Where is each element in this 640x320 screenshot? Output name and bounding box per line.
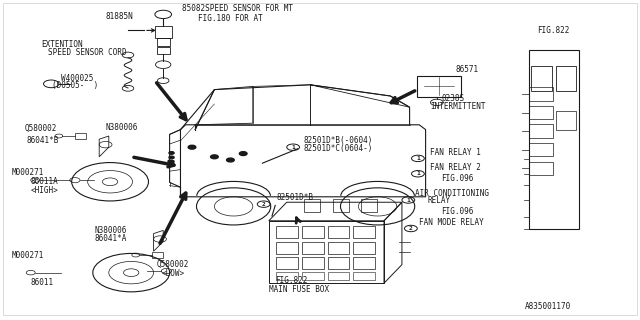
Text: FIG.822: FIG.822 (538, 26, 570, 35)
Circle shape (227, 158, 234, 162)
Bar (328, 272, 349, 280)
Text: 2: 2 (409, 226, 413, 231)
Text: 85082SPEED SENSOR FOR MT: 85082SPEED SENSOR FOR MT (182, 4, 293, 13)
Text: 1: 1 (416, 156, 420, 161)
Bar (362, 199, 378, 212)
Text: <LOW>: <LOW> (161, 269, 184, 278)
Circle shape (239, 152, 247, 156)
Circle shape (169, 152, 174, 154)
Bar (353, 257, 375, 269)
Bar (276, 226, 298, 238)
Bar (157, 47, 170, 54)
Bar (529, 87, 553, 101)
Text: M000271: M000271 (12, 251, 44, 260)
Text: FIG.096: FIG.096 (442, 174, 474, 183)
Bar (276, 257, 298, 269)
Text: 86011A: 86011A (31, 177, 58, 186)
Text: AIR CONDITIONING: AIR CONDITIONING (415, 189, 489, 198)
Bar (531, 66, 552, 91)
Text: RELAY: RELAY (428, 196, 451, 205)
Bar (302, 226, 324, 238)
Bar (328, 226, 349, 238)
Text: 1: 1 (291, 145, 295, 150)
Bar (75, 133, 86, 139)
Text: 82501D*C(0604-): 82501D*C(0604-) (304, 144, 373, 153)
Bar (157, 38, 170, 46)
Bar (155, 26, 172, 38)
Text: 86571: 86571 (456, 65, 479, 74)
Text: 81885N: 81885N (106, 12, 133, 21)
Bar (529, 106, 553, 119)
Text: (D0505-  ): (D0505- ) (52, 81, 99, 90)
Text: SPEED SENSOR CORD: SPEED SENSOR CORD (48, 48, 127, 57)
Text: FAN RELAY 2: FAN RELAY 2 (430, 163, 481, 172)
Text: 0238S: 0238S (442, 94, 465, 103)
Bar (276, 272, 298, 280)
Bar (529, 143, 553, 156)
Text: FAN MODE RELAY: FAN MODE RELAY (419, 218, 484, 227)
Text: FIG.822: FIG.822 (275, 276, 308, 285)
Bar (529, 162, 553, 175)
Text: 82501D*B(-0604): 82501D*B(-0604) (304, 136, 373, 145)
Bar (556, 66, 576, 91)
Text: 86041*A: 86041*A (95, 234, 127, 243)
Text: N380006: N380006 (95, 226, 127, 235)
Text: M000271: M000271 (12, 168, 44, 177)
Bar (304, 199, 320, 212)
Bar (152, 252, 163, 258)
Text: 1: 1 (406, 197, 410, 203)
Text: Q580002: Q580002 (157, 260, 189, 269)
Text: 2: 2 (262, 202, 266, 207)
Text: INTERMITTENT: INTERMITTENT (430, 102, 486, 111)
Text: Q580002: Q580002 (24, 124, 57, 132)
Circle shape (169, 160, 174, 163)
Text: FIG.180 FOR AT: FIG.180 FOR AT (198, 14, 263, 23)
Bar (276, 242, 298, 254)
Circle shape (188, 145, 196, 149)
Text: FIG.096: FIG.096 (442, 207, 474, 216)
Text: MAIN FUSE BOX: MAIN FUSE BOX (269, 285, 329, 294)
Circle shape (211, 155, 218, 159)
Bar (353, 272, 375, 280)
Bar (353, 226, 375, 238)
Bar (556, 111, 576, 130)
Text: A835001170: A835001170 (525, 302, 571, 311)
Bar (353, 242, 375, 254)
Text: 86041*B: 86041*B (27, 136, 60, 145)
Bar (529, 124, 553, 138)
Circle shape (169, 156, 174, 159)
Bar (269, 221, 384, 283)
Text: 86011: 86011 (31, 278, 54, 287)
Bar (302, 272, 324, 280)
Bar (333, 199, 349, 212)
Bar (302, 242, 324, 254)
Text: EXTENTION: EXTENTION (42, 40, 83, 49)
Text: FAN RELAY 1: FAN RELAY 1 (430, 148, 481, 157)
Text: 1: 1 (416, 171, 420, 176)
Bar (328, 257, 349, 269)
Bar (302, 257, 324, 269)
Text: W400025: W400025 (61, 74, 93, 83)
Bar (417, 76, 461, 97)
Bar (529, 50, 579, 229)
Text: N380006: N380006 (106, 124, 138, 132)
Text: 82501D*B: 82501D*B (276, 193, 314, 202)
Bar (328, 242, 349, 254)
Text: <HIGH>: <HIGH> (31, 186, 58, 195)
